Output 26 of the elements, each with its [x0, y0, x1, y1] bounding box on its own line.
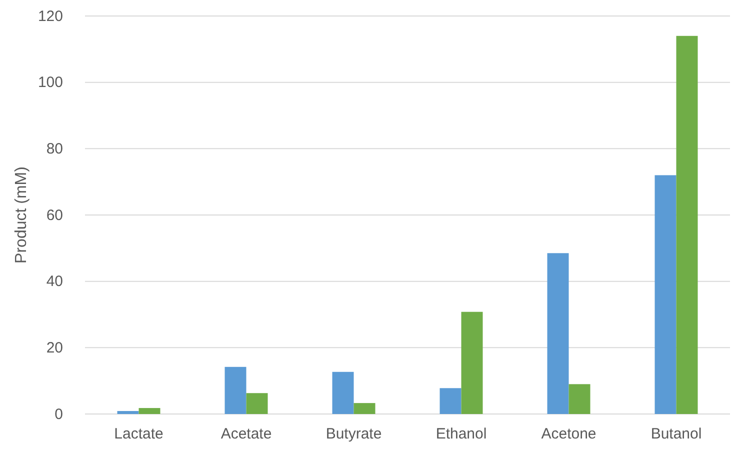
x-tick-label: Acetate — [220, 426, 272, 443]
x-tick-label: Butanol — [650, 426, 702, 443]
y-tick-label: 20 — [46, 339, 63, 356]
y-axis-title: Product (mM) — [13, 166, 30, 264]
x-tick-label: Ethanol — [436, 426, 487, 443]
y-tick-label: 100 — [38, 74, 63, 92]
x-tick-label: Butyrate — [326, 426, 382, 443]
bar — [461, 312, 483, 414]
y-tick-label: 80 — [46, 140, 63, 158]
x-tick-label: Lactate — [114, 426, 164, 443]
y-tick-label: 40 — [46, 273, 63, 290]
bar — [547, 253, 569, 414]
bar — [654, 175, 676, 414]
bar — [138, 408, 160, 414]
bar — [568, 384, 590, 414]
bar — [676, 36, 698, 414]
bar — [246, 393, 268, 414]
x-tick-label: Acetone — [541, 426, 596, 443]
bar — [117, 411, 139, 414]
y-tick-label: 120 — [38, 8, 63, 25]
bar — [354, 403, 376, 414]
y-tick-label: 60 — [46, 206, 63, 224]
bar — [224, 366, 246, 414]
y-tick-label: 0 — [54, 406, 63, 423]
bar — [332, 372, 354, 414]
bar — [440, 388, 462, 414]
